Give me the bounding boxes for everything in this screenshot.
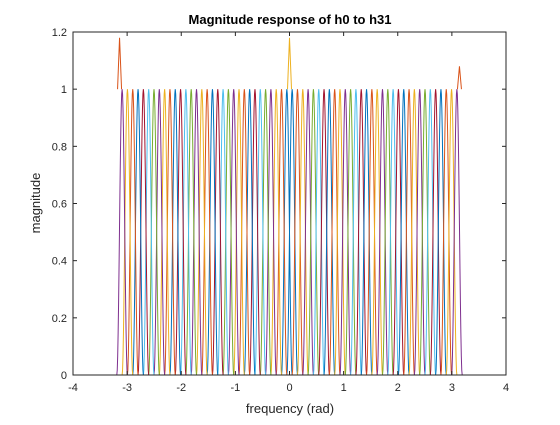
y-tick-label: 0.8 (52, 141, 67, 153)
y-tick-label: 0 (61, 370, 67, 382)
x-tick-label: -2 (176, 382, 186, 394)
x-tick-label: 4 (503, 382, 509, 394)
x-tick-label: 0 (286, 382, 292, 394)
y-tick-label: 0.6 (52, 199, 67, 211)
chart-title: Magnitude response of h0 to h31 (189, 12, 392, 27)
y-tick-label: 1.2 (52, 27, 67, 39)
y-axis-label: magnitude (28, 173, 43, 234)
y-tick-label: 0.4 (52, 256, 67, 268)
y-tick-label: 0.2 (52, 313, 67, 325)
x-tick-label: -1 (230, 382, 240, 394)
x-tick-label: 3 (449, 382, 455, 394)
x-tick-label: -4 (68, 382, 78, 394)
x-axis-label: frequency (rad) (246, 401, 334, 416)
x-tick-label: 2 (395, 382, 401, 394)
y-tick-label: 1 (61, 84, 67, 96)
x-tick-label: -3 (122, 382, 132, 394)
x-tick-label: 1 (341, 382, 347, 394)
